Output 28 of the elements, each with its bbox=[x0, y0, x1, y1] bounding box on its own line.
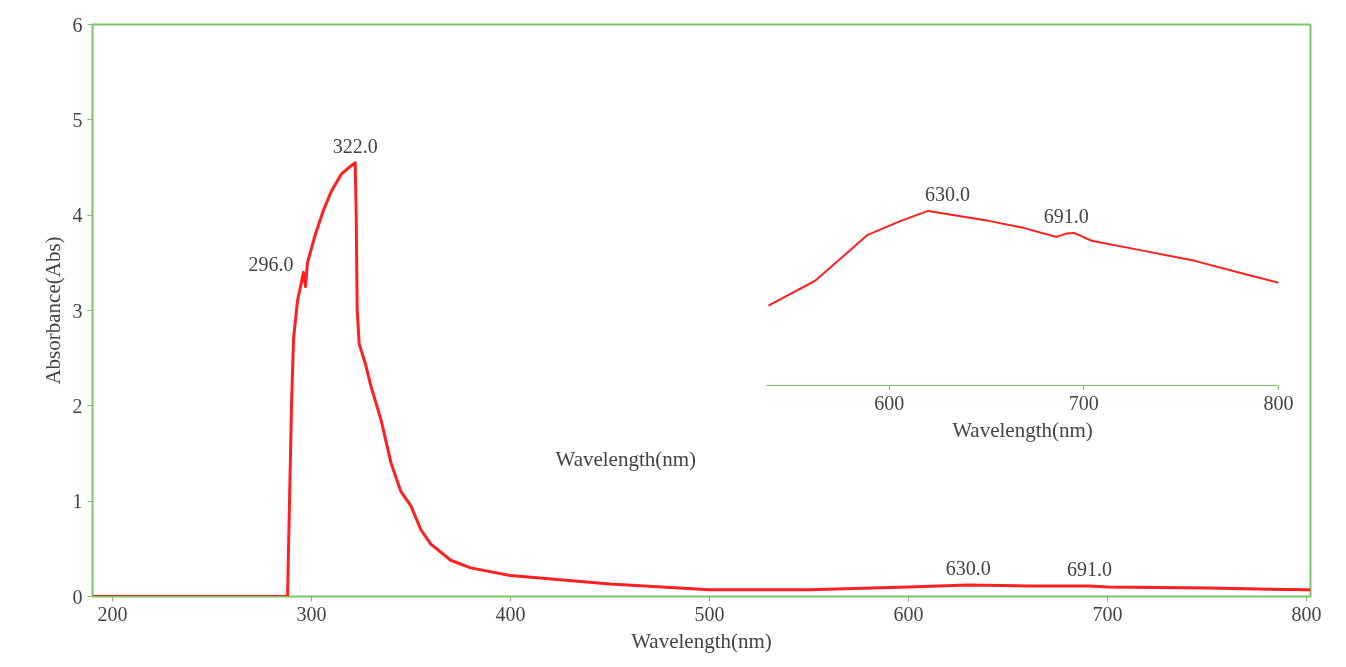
y-tick-label: 5 bbox=[72, 108, 83, 131]
x-tick-label: 600 bbox=[893, 602, 924, 625]
line-series bbox=[92, 161, 1311, 597]
annotation: 296.0 bbox=[248, 253, 294, 276]
x-tick-label: 700 bbox=[1092, 602, 1123, 625]
annotation: 630.0 bbox=[945, 557, 991, 580]
x-tick-label: 500 bbox=[694, 602, 725, 625]
annotation: 691.0 bbox=[1067, 558, 1113, 581]
x-tick-label: 600 bbox=[874, 391, 905, 414]
annotation: 322.0 bbox=[332, 134, 378, 157]
x-tick-label: 800 bbox=[1263, 391, 1294, 414]
y-tick-label: 3 bbox=[72, 299, 83, 322]
annotation: Wavelength(nm) bbox=[555, 446, 697, 471]
y-tick-label: 4 bbox=[72, 204, 83, 227]
x-tick-label: 200 bbox=[97, 602, 128, 625]
x-tick-label: 800 bbox=[1291, 602, 1322, 625]
x-tick-label: 700 bbox=[1068, 391, 1099, 414]
annotation: 630.0 bbox=[925, 182, 971, 205]
y-tick-label: 2 bbox=[72, 394, 83, 417]
y-axis-title: Absorbance(Abs) bbox=[40, 236, 65, 385]
y-tick-label: 1 bbox=[72, 490, 83, 513]
y-tick-label: 6 bbox=[72, 13, 83, 36]
x-tick-label: 300 bbox=[296, 602, 327, 625]
x-axis-title: Wavelength(nm) bbox=[631, 628, 772, 653]
x-tick-label: 400 bbox=[495, 602, 526, 625]
x-axis-title: Wavelength(nm) bbox=[952, 417, 1093, 442]
y-tick-label: 0 bbox=[72, 585, 83, 608]
annotation: 691.0 bbox=[1043, 204, 1089, 227]
